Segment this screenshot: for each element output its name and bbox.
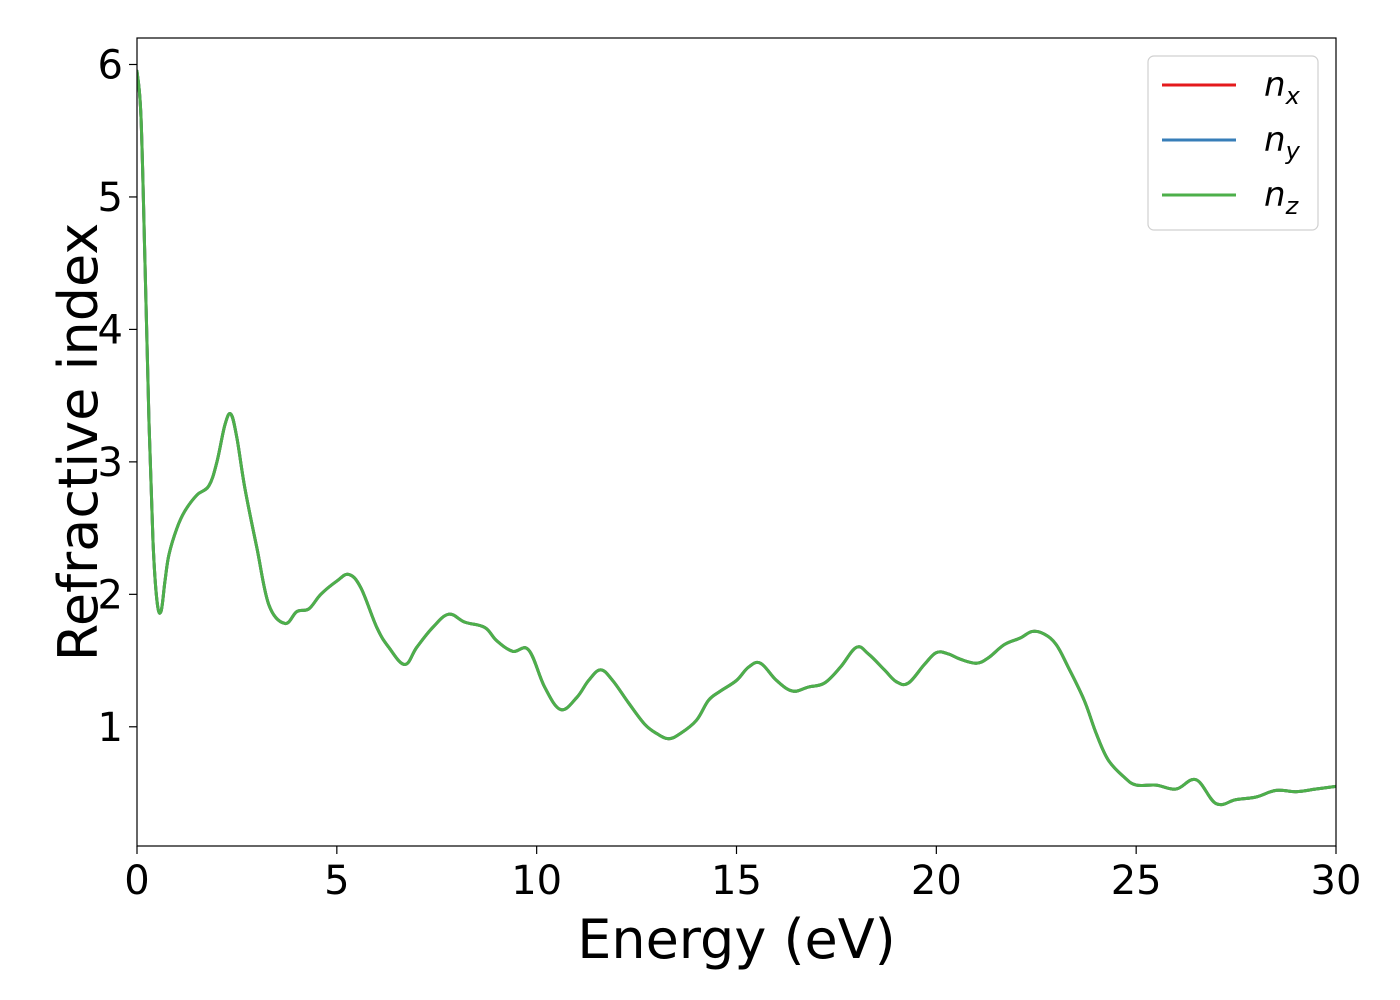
y-tick-label: 6 — [98, 42, 123, 88]
x-tick-label: 5 — [324, 858, 349, 904]
y-tick-label: 5 — [98, 175, 123, 221]
x-tick-label: 25 — [1111, 858, 1162, 904]
y-tick-label: 4 — [98, 307, 123, 353]
x-axis-ticks: 0 5 10 15 20 25 30 — [124, 846, 1361, 904]
legend-label: ny — [1264, 120, 1301, 165]
legend-box — [1147, 55, 1319, 231]
x-tick-label: 0 — [124, 858, 149, 904]
y-tick-label: 1 — [98, 705, 123, 751]
legend-entry-n-x: nx — [1162, 65, 1301, 110]
x-tick-label: 20 — [911, 858, 962, 904]
y-axis-label: Refractive index — [47, 223, 110, 662]
y-tick-label: 3 — [98, 440, 123, 486]
y-tick-label: 2 — [98, 572, 123, 618]
x-tick-label: 15 — [711, 858, 762, 904]
legend-label: nz — [1264, 175, 1300, 220]
series-line-n-z — [137, 69, 1336, 807]
x-tick-label: 10 — [511, 858, 562, 904]
legend-entry-n-z: nz — [1162, 175, 1300, 220]
legend-entry-n-y: ny — [1162, 120, 1301, 165]
legend-label: nx — [1264, 65, 1301, 110]
y-axis-ticks: 1 2 3 4 5 6 — [98, 42, 137, 751]
x-tick-label: 30 — [1311, 858, 1362, 904]
series-layer — [137, 69, 1336, 807]
x-axis-label: Energy (eV) — [577, 908, 896, 971]
legend: nx ny nz — [1147, 55, 1319, 231]
